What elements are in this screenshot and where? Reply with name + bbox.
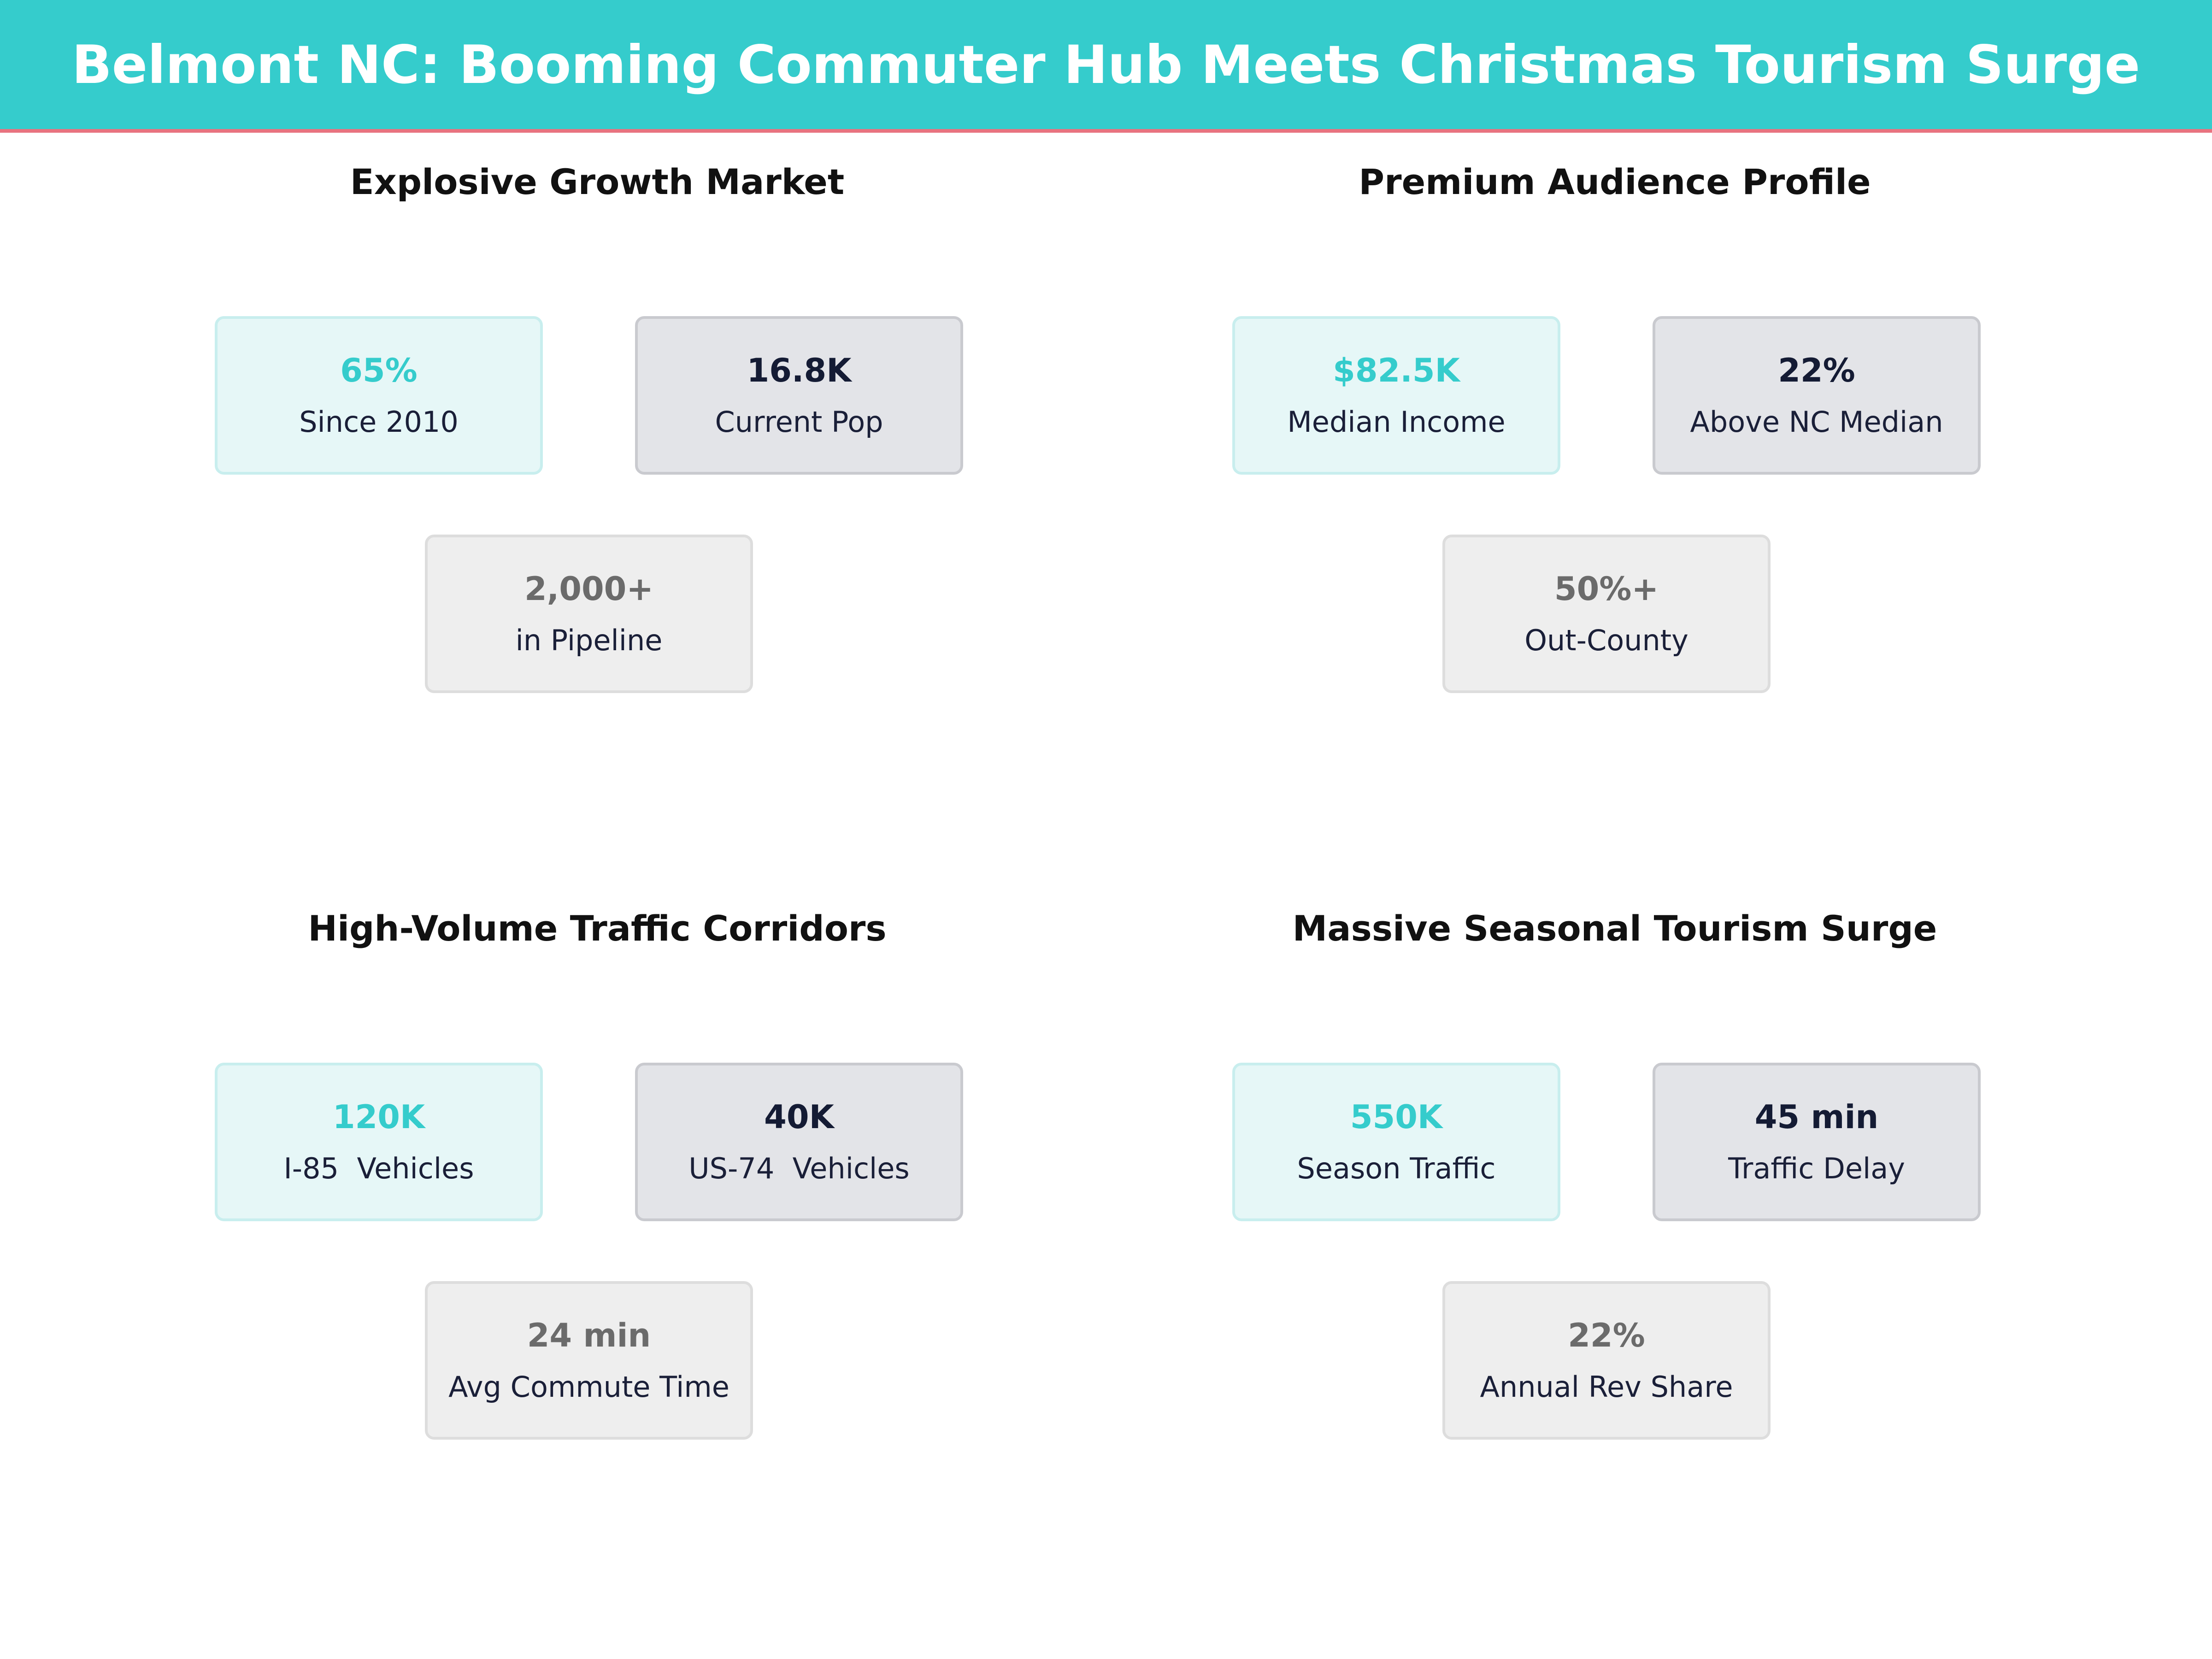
stat-label: Out-County [1524,624,1688,657]
page-title: Belmont NC: Booming Commuter Hub Meets C… [71,34,2141,95]
panel-traffic-corridors: High-Volume Traffic Corridors 120K I-85 … [90,747,1104,1440]
stat-card-commute-time: 24 min Avg Commute Time [425,1281,753,1440]
panel-title: Premium Audience Profile [1359,161,1871,202]
stat-label: Annual Rev Share [1480,1370,1733,1404]
stat-card-above-median: 22% Above NC Median [1653,316,1981,475]
stat-label: Median Income [1287,405,1506,439]
stat-card-growth-rate: 65% Since 2010 [215,316,543,475]
stat-value: 40K [764,1098,834,1136]
stat-label: Current Pop [715,405,883,439]
stat-card-pipeline: 2,000+ in Pipeline [425,535,753,693]
stat-value: 2,000+ [524,570,654,608]
stat-label: Since 2010 [299,405,459,439]
stat-card-current-population: 16.8K Current Pop [635,316,963,475]
stat-card-revenue-share: 22% Annual Rev Share [1442,1281,1771,1440]
stat-value: 120K [332,1098,425,1136]
stat-value: 22% [1568,1317,1645,1354]
stat-value: 50%+ [1554,570,1659,608]
page-header: Belmont NC: Booming Commuter Hub Meets C… [0,0,2212,133]
stat-value: 45 min [1754,1098,1879,1136]
stat-card-i85-vehicles: 120K I-85 Vehicles [215,1063,543,1221]
stat-card-season-traffic: 550K Season Traffic [1232,1063,1560,1221]
stat-label: I-85 Vehicles [283,1152,474,1185]
stat-value: 65% [340,352,418,389]
panel-title: High-Volume Traffic Corridors [308,908,887,949]
stat-value: $82.5K [1333,352,1460,389]
panel-title: Massive Seasonal Tourism Surge [1292,908,1937,949]
stat-label: Avg Commute Time [448,1370,729,1404]
stat-card-us74-vehicles: 40K US-74 Vehicles [635,1063,963,1221]
stat-label: Above NC Median [1690,405,1943,439]
panel-audience-profile: Premium Audience Profile $82.5K Median I… [1108,0,2122,693]
stat-card-median-income: $82.5K Median Income [1232,316,1560,475]
stat-label: Season Traffic [1297,1152,1496,1185]
panel-tourism-surge: Massive Seasonal Tourism Surge 550K Seas… [1108,747,2122,1440]
stat-label: US-74 Vehicles [688,1152,910,1185]
panel-title: Explosive Growth Market [350,161,845,202]
stat-value: 22% [1778,352,1855,389]
stat-card-traffic-delay: 45 min Traffic Delay [1653,1063,1981,1221]
stat-value: 16.8K [747,352,852,389]
stat-card-out-county: 50%+ Out-County [1442,535,1771,693]
stat-value: 24 min [527,1317,651,1354]
stat-value: 550K [1350,1098,1443,1136]
stat-label: in Pipeline [515,624,663,657]
stat-label: Traffic Delay [1728,1152,1905,1185]
panel-growth-market: Explosive Growth Market 65% Since 2010 1… [90,0,1104,693]
